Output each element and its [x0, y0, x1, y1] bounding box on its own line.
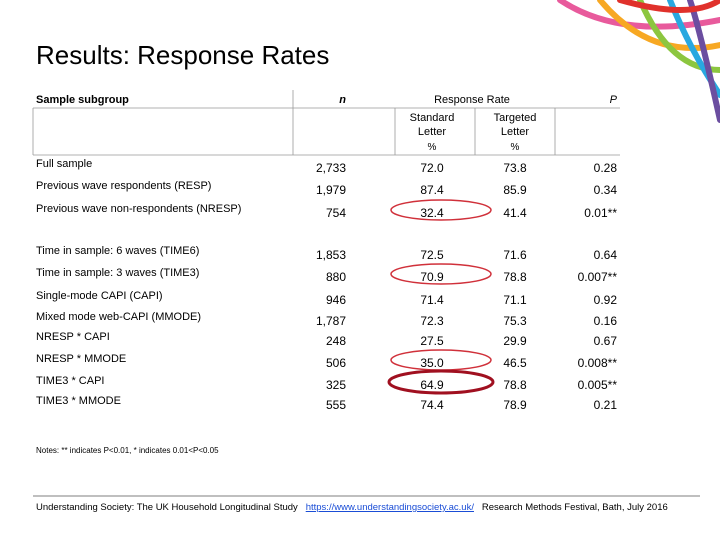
standard-rate: 70.9 — [420, 270, 444, 284]
row-label: TIME3 * MMODE — [36, 395, 121, 407]
header: n — [339, 94, 346, 106]
row-label: TIME3 * CAPI — [36, 375, 105, 387]
n: 880 — [325, 270, 346, 284]
targeted-rate: 85.9 — [503, 183, 527, 197]
n: 754 — [325, 206, 346, 220]
p-value: 0.16 — [593, 314, 617, 328]
highlights — [387, 199, 495, 395]
standard-rate: 72.0 — [420, 161, 444, 175]
targeted-rate: 75.3 — [503, 314, 527, 328]
standard-rate: 87.4 — [420, 183, 444, 197]
row-label: Time in sample: 6 waves (TIME6) — [36, 245, 200, 257]
p-value: 0.92 — [593, 293, 617, 307]
standard-rate: 32.4 — [420, 206, 444, 220]
targeted-rate: 29.9 — [503, 334, 527, 348]
standard-rate: 35.0 — [420, 356, 444, 370]
header: Response Rate — [434, 94, 510, 106]
row-label: Time in sample: 3 waves (TIME3) — [36, 267, 200, 279]
row-label: Previous wave non-respondents (NRESP) — [36, 203, 242, 215]
targeted-rate: 71.6 — [503, 248, 527, 262]
p-value: 0.005** — [577, 378, 617, 392]
n: 506 — [325, 356, 346, 370]
n: 1,853 — [315, 248, 346, 262]
n: 325 — [325, 378, 346, 392]
row-label: Mixed mode web-CAPI (MMODE) — [36, 311, 202, 323]
footer-right: Research Methods Festival, Bath, July 20… — [481, 502, 668, 513]
row-label: NRESP * CAPI — [36, 331, 110, 343]
targeted-rate: 46.5 — [503, 356, 527, 370]
header: Standard Letter — [409, 112, 455, 138]
targeted-rate: 78.9 — [503, 398, 527, 412]
title: Results: Response Rates — [36, 40, 330, 70]
row-label: Single-mode CAPI (CAPI) — [36, 290, 163, 302]
header: Sample subgroup — [36, 94, 129, 106]
p-value: 0.007** — [577, 270, 617, 284]
p-value: 0.21 — [593, 398, 617, 412]
standard-rate: 74.4 — [420, 398, 444, 412]
standard-rate: 72.5 — [420, 248, 444, 262]
n: 1,979 — [315, 183, 346, 197]
notes: Notes: ** indicates P<0.01, * indicates … — [36, 446, 219, 455]
standard-rate: 71.4 — [420, 293, 444, 307]
p-value: 0.008** — [577, 356, 617, 370]
targeted-rate: 78.8 — [503, 378, 527, 392]
standard-rate: 64.9 — [420, 378, 444, 392]
header: Targeted Letter — [493, 112, 537, 138]
row-label: NRESP * MMODE — [36, 353, 127, 365]
p-value: 0.64 — [593, 248, 617, 262]
p-value: 0.01** — [584, 206, 617, 220]
standard-rate: 27.5 — [420, 334, 444, 348]
header: P — [609, 94, 617, 106]
p-value: 0.28 — [593, 161, 617, 175]
targeted-rate: 41.4 — [503, 206, 527, 220]
row-label: Previous wave respondents (RESP) — [36, 180, 212, 192]
n: 555 — [325, 398, 346, 412]
header: % — [510, 142, 520, 153]
n: 248 — [325, 334, 346, 348]
n: 2,733 — [315, 161, 346, 175]
table-lines — [32, 90, 620, 156]
targeted-rate: 71.1 — [503, 293, 527, 307]
footer-link[interactable]: https://www.understandingsociety.ac.uk/ — [305, 502, 474, 513]
p-value: 0.67 — [593, 334, 617, 348]
p-value: 0.34 — [593, 183, 617, 197]
n: 1,787 — [315, 314, 346, 328]
row-label: Full sample — [36, 158, 93, 170]
ribbons — [557, 0, 720, 123]
header: % — [427, 142, 437, 153]
targeted-rate: 78.8 — [503, 270, 527, 284]
footer: Understanding Society: The UK Household … — [36, 502, 668, 513]
standard-rate: 72.3 — [420, 314, 444, 328]
n: 946 — [325, 293, 346, 307]
footer-left: Understanding Society: The UK Household … — [36, 502, 298, 513]
targeted-rate: 73.8 — [503, 161, 527, 175]
